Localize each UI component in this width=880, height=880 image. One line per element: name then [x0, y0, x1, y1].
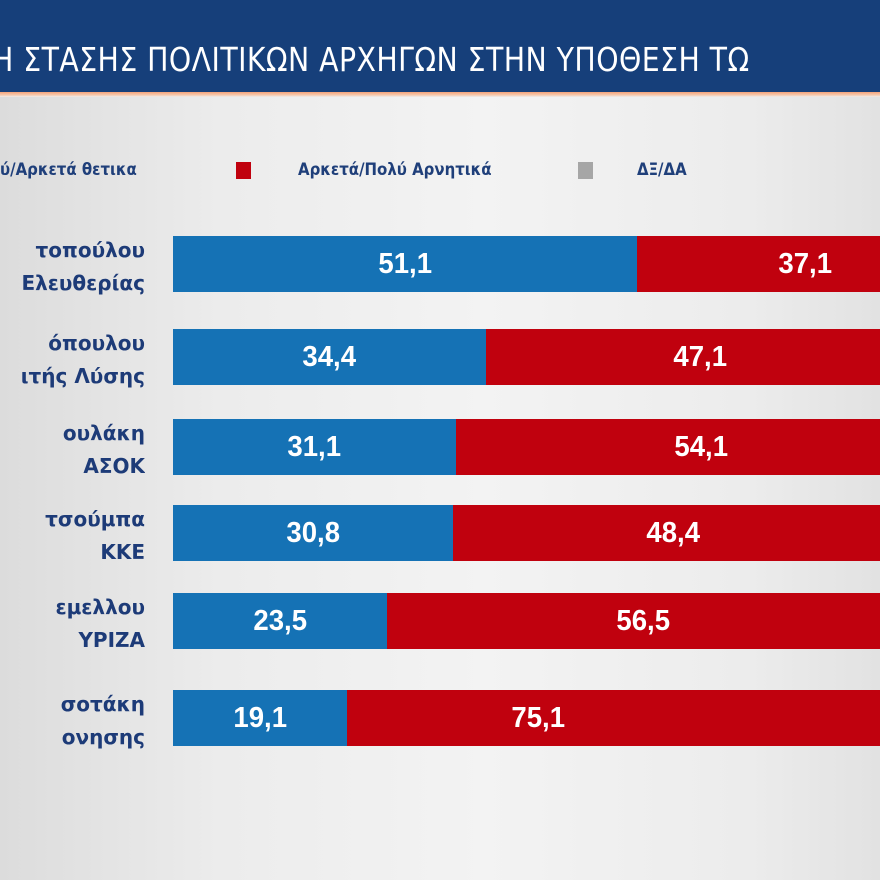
bar-positive: 19,1 [173, 690, 347, 746]
row-label-line2: ονησης [61, 725, 145, 749]
chart-row: εμελλου ΥΡΙΖΑ 23,5 56,5 [0, 593, 880, 652]
bar-negative: 75,1 [347, 690, 880, 746]
bar-negative: 54,1 [456, 419, 880, 475]
bar-value: 30,8 [286, 516, 340, 549]
bar-value: 37,1 [778, 247, 833, 280]
row-label-line1: τσούμπα [45, 507, 145, 531]
row-label: τοπούλου Ελευθερίας [0, 234, 145, 300]
row-label-line2: Ελευθερίας [21, 271, 145, 295]
title-banner: Η ΣΤΑΣΗΣ ΠΟΛΙΤΙΚΩΝ ΑΡΧΗΓΩΝ ΣΤΗΝ ΥΠΟΘΕΣΗ … [0, 0, 880, 92]
legend-swatch-negative [236, 161, 251, 179]
bar-negative: 37,1 [637, 236, 880, 292]
bar-positive: 30,8 [173, 505, 453, 561]
banner-accent-line [0, 92, 880, 97]
bar-value: 56,5 [616, 604, 671, 637]
bar-value: 19,1 [233, 701, 287, 734]
row-label-line2: ΚΚΕ [100, 540, 145, 564]
bar-value: 75,1 [511, 701, 565, 734]
row-label-line1: σοτάκη [60, 692, 145, 716]
row-label-line1: εμελλου [55, 595, 145, 619]
bar-value: 54,1 [674, 430, 729, 463]
bar-negative: 48,4 [453, 505, 880, 561]
bar-negative: 47,1 [486, 329, 880, 385]
chart-row: σοτάκη ονησης 19,1 75,1 [0, 690, 880, 749]
bar-negative: 56,5 [387, 593, 880, 649]
legend-item-dk-na: ΔΞ/ΔΑ [578, 158, 693, 182]
row-label: τσούμπα ΚΚΕ [0, 503, 145, 569]
bar-value: 34,4 [302, 340, 357, 373]
chart-row: όπουλου ιτής Λύσης 34,4 47,1 [0, 329, 880, 388]
legend-label-negative: Αρκετά/Πολύ Αρνητικά [298, 160, 492, 180]
legend-item-negative: Αρκετά/Πολύ Αρνητικά [236, 158, 518, 182]
bar-positive: 31,1 [173, 419, 456, 475]
bar-value: 31,1 [287, 430, 342, 463]
legend-label-positive: ύ/Αρκετά θετικα [0, 160, 137, 180]
row-label: σοτάκη ονησης [0, 688, 145, 754]
bar-value: 51,1 [378, 247, 432, 280]
row-label-line2: ΥΡΙΖΑ [78, 628, 145, 652]
legend-swatch-dk-na [578, 161, 593, 179]
chart-title: Η ΣΤΑΣΗΣ ΠΟΛΙΤΙΚΩΝ ΑΡΧΗΓΩΝ ΣΤΗΝ ΥΠΟΘΕΣΗ … [0, 40, 750, 79]
bar-value: 48,4 [646, 516, 700, 549]
row-label-line1: όπουλου [48, 331, 145, 355]
row-label: εμελλου ΥΡΙΖΑ [0, 591, 145, 657]
chart-row: τσούμπα ΚΚΕ 30,8 48,4 [0, 505, 880, 564]
bar-positive: 51,1 [173, 236, 637, 292]
row-label: όπουλου ιτής Λύσης [0, 327, 145, 393]
bar-positive: 23,5 [173, 593, 387, 649]
legend-item-positive: ύ/Αρκετά θετικα [0, 158, 155, 182]
legend: ύ/Αρκετά θετικα Αρκετά/Πολύ Αρνητικά ΔΞ/… [0, 158, 880, 182]
chart-row: ουλάκη ΑΣΟΚ 31,1 54,1 [0, 419, 880, 478]
row-label-line1: ουλάκη [62, 421, 145, 445]
bar-positive: 34,4 [173, 329, 486, 385]
bar-value: 23,5 [253, 604, 307, 637]
row-label-line2: ΑΣΟΚ [83, 454, 145, 478]
row-label: ουλάκη ΑΣΟΚ [0, 417, 145, 483]
bar-value: 47,1 [673, 340, 727, 373]
row-label-line1: τοπούλου [35, 238, 145, 262]
legend-label-dk-na: ΔΞ/ΔΑ [637, 160, 687, 180]
row-label-line2: ιτής Λύσης [20, 364, 145, 388]
chart-row: τοπούλου Ελευθερίας 51,1 37,1 [0, 236, 880, 295]
